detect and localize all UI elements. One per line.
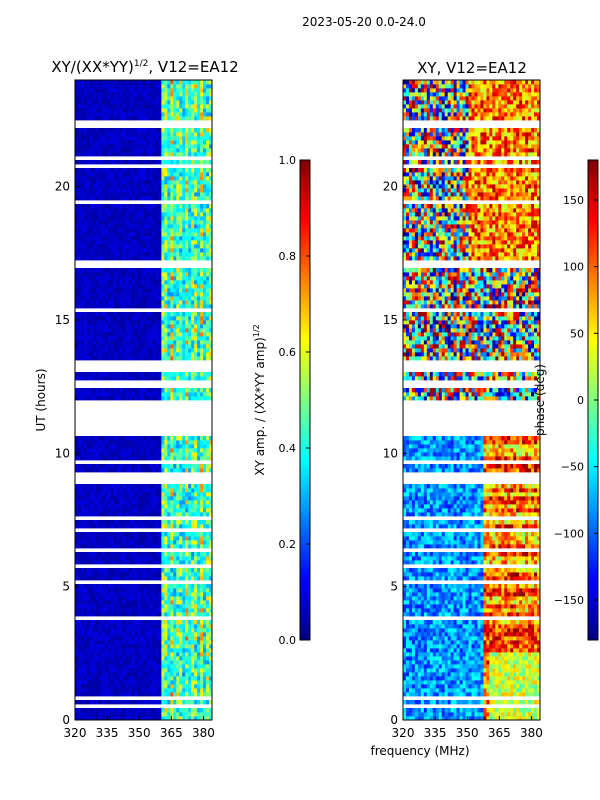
colorbar-tick-label-1: −100 (554, 527, 584, 540)
y-tick-label-0: 0 (390, 713, 398, 727)
colorbar-tick-label-0: 0.0 (279, 634, 297, 647)
x-tick-label-320: 320 (64, 726, 87, 740)
y-tick-label-10: 10 (55, 446, 70, 460)
colorbar-tick-label-2: 0.4 (279, 442, 297, 455)
x-tick-label-350: 350 (128, 726, 151, 740)
panel2-heatmap (403, 80, 541, 721)
panel1-ylabel: UT (hours) (34, 368, 48, 431)
colorbar1-bar (299, 159, 311, 641)
y-tick-label-5: 5 (390, 580, 398, 594)
panel2-frame (402, 79, 541, 721)
colorbar-tick-label-3: 0 (577, 394, 584, 407)
panel1-title: XY/(XX*YY)1/2, V12=EA12 (51, 58, 238, 76)
colorbar2-label: phase (deg) (533, 364, 547, 436)
x-tick-label-320: 320 (392, 726, 415, 740)
x-tick-label-365: 365 (488, 726, 511, 740)
x-tick-label-380: 380 (520, 726, 543, 740)
y-tick-label-15: 15 (55, 313, 70, 327)
panel1-frame (74, 79, 213, 721)
colorbar1-ticks: 0.0 0.2 0.4 0.6 0.8 1.0 (279, 154, 310, 647)
x-tick-label-335: 335 (96, 726, 119, 740)
y-tick-label-10: 10 (383, 446, 398, 460)
colorbar-tick-label-5: 1.0 (279, 154, 297, 167)
colorbar-tick-label-1: 0.2 (279, 538, 297, 551)
y-tick-label-15: 15 (383, 313, 398, 327)
colorbar1-label: XY amp. / (XX*YY amp)1/2 (252, 324, 267, 475)
colorbar-tick-label-3: 0.6 (279, 346, 297, 359)
y-tick-label-20: 20 (55, 180, 70, 194)
x-tick-label-350: 350 (456, 726, 479, 740)
panel2-title: XY, V12=EA12 (417, 59, 527, 77)
colorbar-tick-label-0: −150 (554, 594, 584, 607)
colorbar-tick-label-6: 150 (563, 194, 584, 207)
y-tick-label-20: 20 (383, 180, 398, 194)
x-tick-label-365: 365 (160, 726, 183, 740)
x-tick-label-380: 380 (192, 726, 215, 740)
colorbar-tick-label-5: 100 (563, 261, 584, 274)
panel2-ticks: 320 335 350 365 380 0 5 10 15 20 (383, 180, 543, 740)
x-axis-label: frequency (MHz) (370, 744, 469, 758)
colorbar-tick-label-4: 50 (570, 327, 584, 340)
colorbar2-ticks: −150 −100 −50 0 50 100 150 (554, 194, 598, 607)
panel1-heatmap (75, 80, 213, 721)
y-tick-label-5: 5 (62, 580, 70, 594)
colorbar-tick-label-2: −50 (561, 461, 584, 474)
figure-suptitle: 2023-05-20 0.0-24.0 (302, 15, 426, 29)
colorbar-tick-label-4: 0.8 (279, 250, 297, 263)
panel1-ticks: 320 335 350 365 380 0 5 10 15 20 (55, 180, 215, 740)
y-tick-label-0: 0 (62, 713, 70, 727)
x-tick-label-335: 335 (424, 726, 447, 740)
